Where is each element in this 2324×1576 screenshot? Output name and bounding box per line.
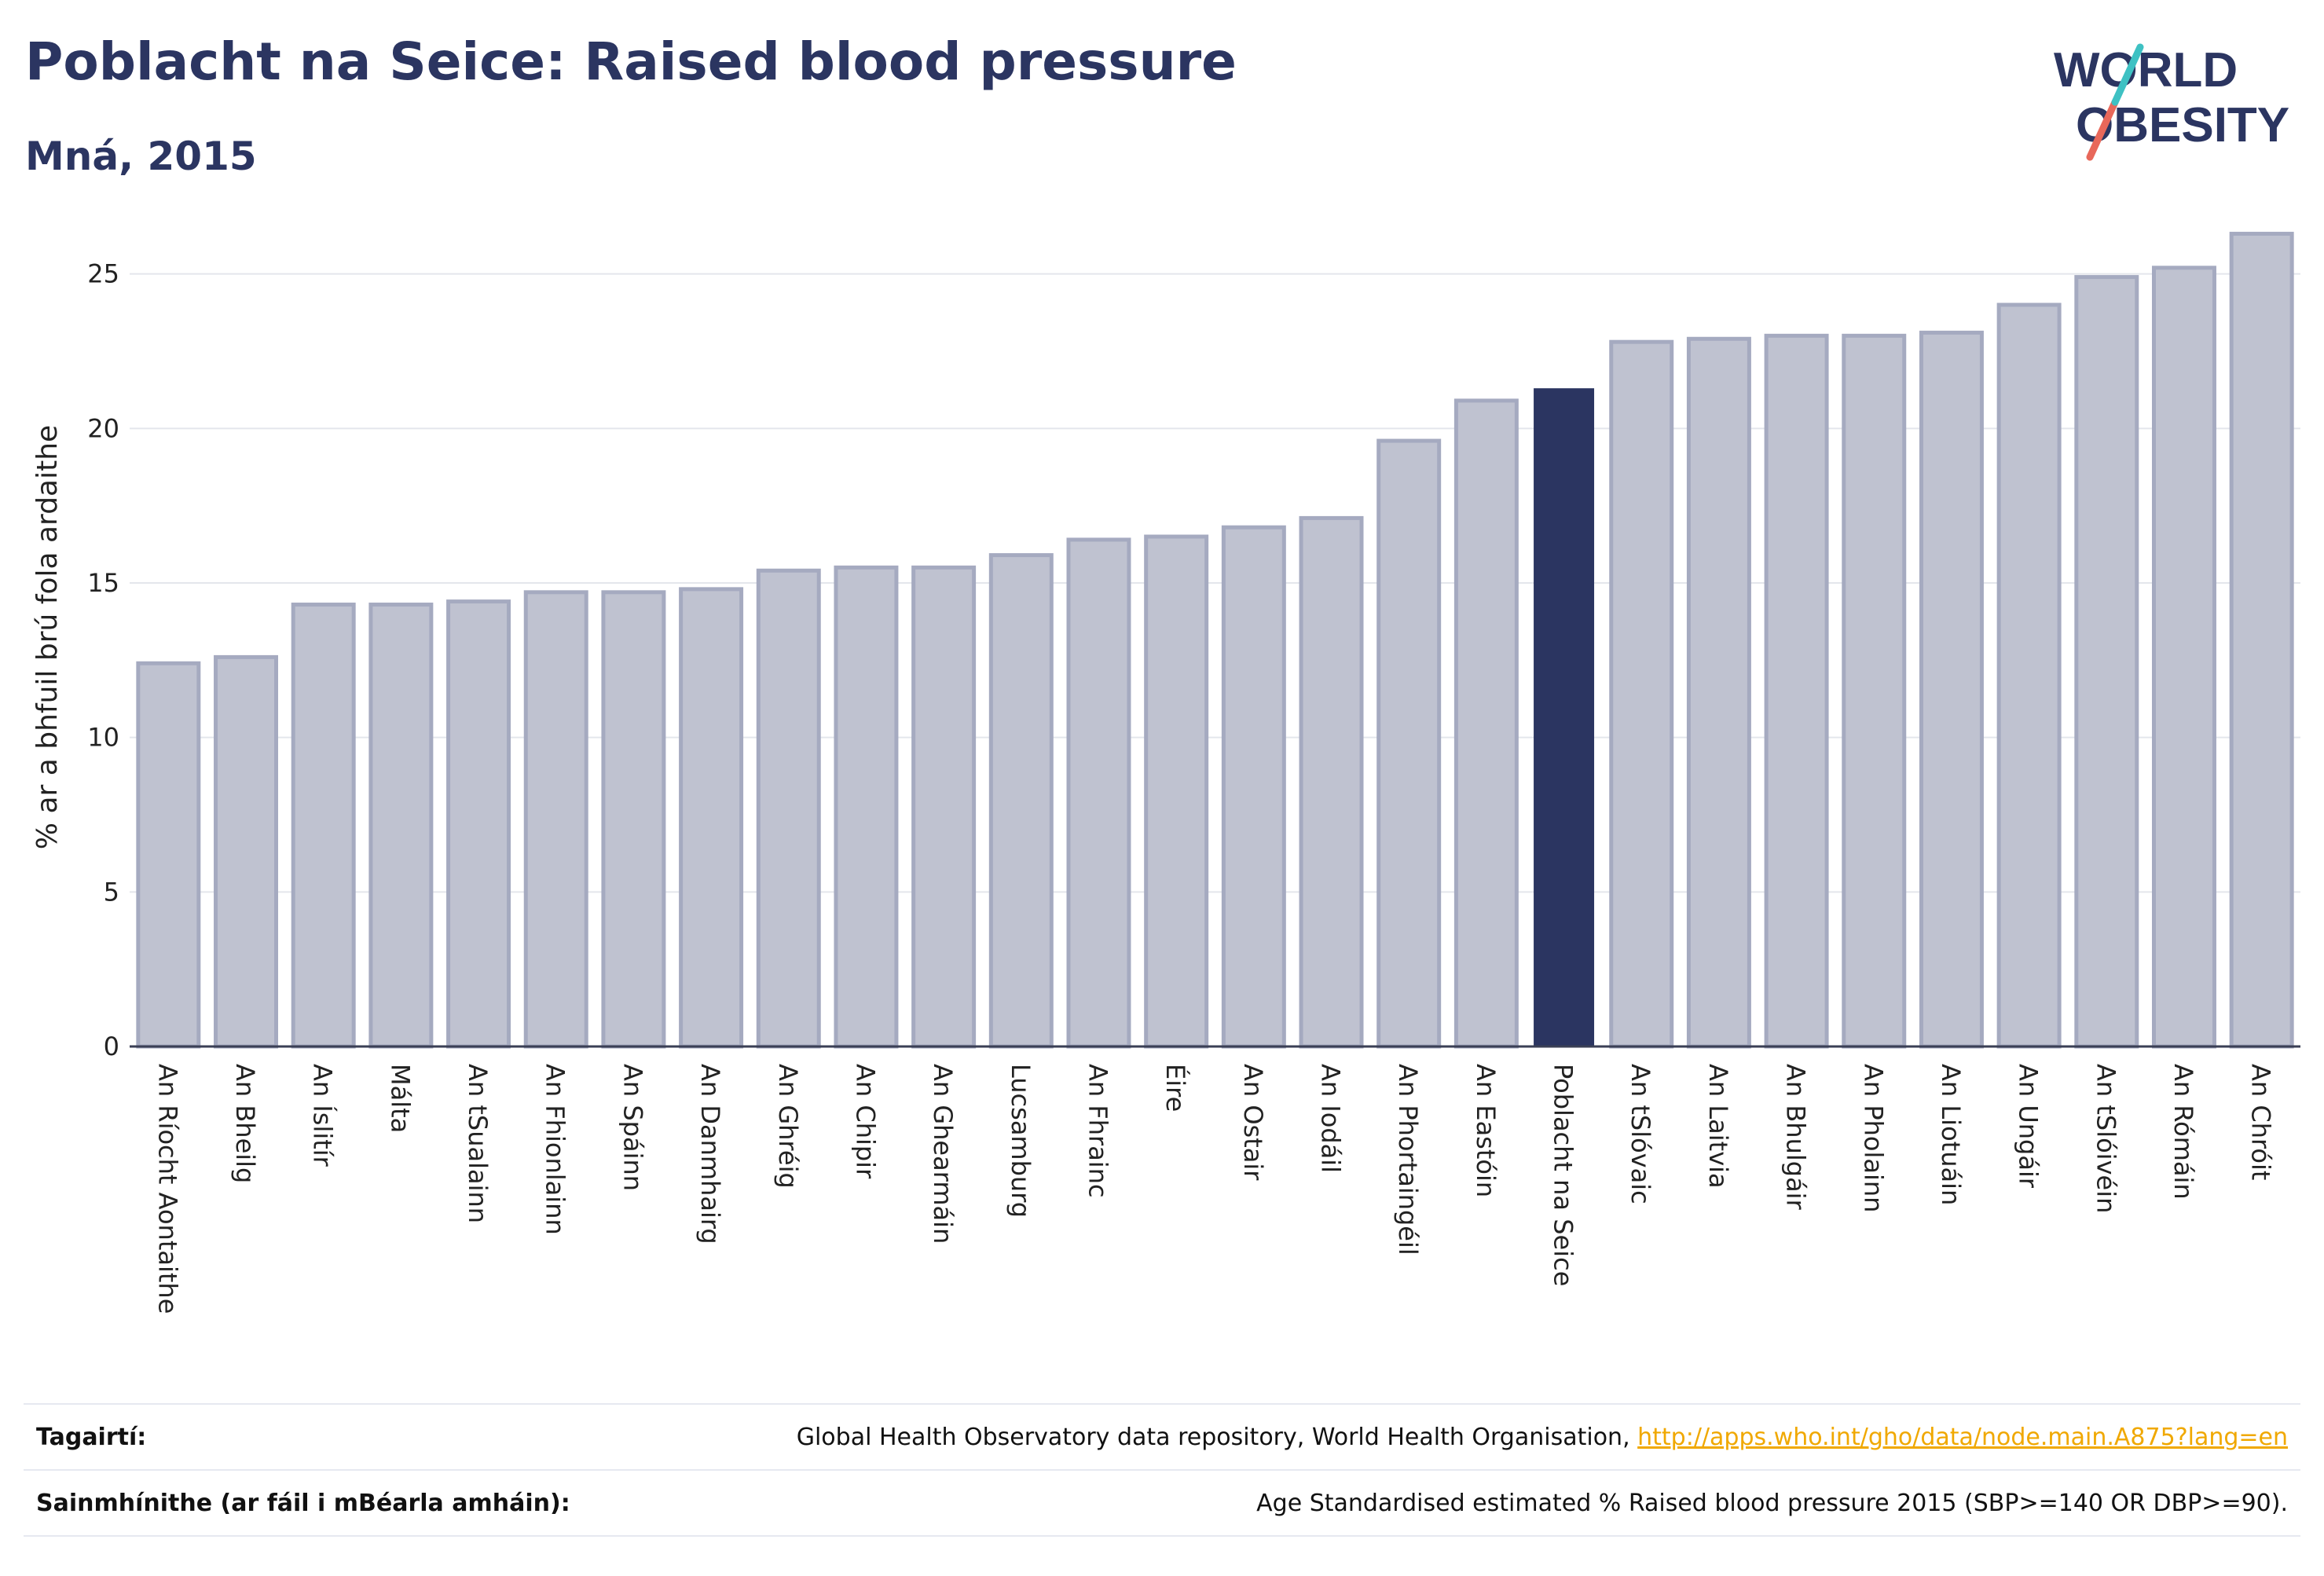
bar (1609, 339, 1674, 1049)
y-tick-label: 5 (104, 877, 119, 907)
x-tick-label: An Spáinn (618, 1064, 647, 1191)
x-tick-label: An Eastóin (1471, 1064, 1501, 1197)
bar (1453, 398, 1519, 1049)
bar (136, 661, 201, 1049)
x-tick-label: An Pholainn (1858, 1064, 1888, 1212)
bar (446, 599, 511, 1049)
bar (679, 587, 744, 1049)
y-tick-label: 15 (87, 568, 119, 598)
bar (988, 553, 1054, 1049)
bar (368, 603, 434, 1049)
x-tick-label: An Chróit (2246, 1064, 2276, 1180)
bar (2151, 266, 2216, 1049)
x-tick-label: An Danmhairg (695, 1064, 725, 1244)
bar (911, 565, 977, 1049)
x-tick-label: An tSlóvaic (1626, 1064, 1655, 1204)
logo-text-world: WORLD (2054, 43, 2238, 97)
x-tick-label: An tSlóivéin (2091, 1064, 2121, 1213)
x-tick-label: An Chipir (850, 1064, 880, 1179)
bar (1764, 333, 1829, 1049)
y-tick-label: 25 (87, 259, 119, 289)
bar (523, 590, 588, 1049)
x-tick-label: An Rómáin (2168, 1064, 2198, 1200)
references-link[interactable]: http://apps.who.int/gho/data/node.main.A… (1637, 1424, 2288, 1451)
bar (1919, 330, 1984, 1049)
bar-chart: 0 5 10 15 20 25 % ar a bhfuil brú fola ardaith… (31, 232, 2300, 1314)
bar (291, 603, 356, 1049)
x-tick-label: An Fhrainc (1083, 1064, 1113, 1198)
x-tick-label: An Iodáil (1316, 1064, 1346, 1173)
x-tick-label: An Bhulgáir (1781, 1064, 1811, 1211)
bar (1221, 525, 1286, 1049)
x-tick-label: An tSualainn (463, 1064, 493, 1223)
bar (1996, 302, 2062, 1049)
references-value: Global Health Observatory data repositor… (797, 1424, 2288, 1451)
bar-highlighted (1534, 388, 1595, 1046)
bar (2229, 232, 2294, 1049)
y-tick-label: 0 (104, 1032, 119, 1061)
logo-slash-teal (2111, 43, 2144, 106)
x-tick-label: An Laitvia (1703, 1064, 1733, 1189)
definitions-text: Age Standardised estimated % Raised bloo… (1256, 1490, 2288, 1517)
x-tick-label: An Ghréig (773, 1064, 803, 1189)
footer-bottom-rule (24, 1535, 2300, 1537)
x-tick-label: An Ríocht Aontaithe (152, 1064, 182, 1314)
x-tick-label: An Fhionlainn (541, 1064, 570, 1235)
x-tick-label: Málta (385, 1064, 415, 1133)
footer: Tagairtí: Global Health Observatory data… (24, 1403, 2300, 1557)
references-row: Tagairtí: Global Health Observatory data… (24, 1403, 2300, 1471)
bar (1144, 534, 1209, 1049)
x-tick-label: An Ghearmáin (928, 1064, 958, 1244)
y-tick-label: 10 (87, 723, 119, 753)
bar (756, 568, 821, 1049)
bar (834, 565, 899, 1049)
bar (214, 654, 279, 1049)
references-label: Tagairtí: (36, 1424, 147, 1451)
x-tick-label: An Ostair (1238, 1064, 1268, 1181)
chart-title: Poblacht na Seice: Raised blood pressure (25, 31, 1237, 92)
definitions-label: Sainmhínithe (ar fáil i mBéarla amháin): (36, 1490, 570, 1517)
definitions-row: Sainmhínithe (ar fáil i mBéarla amháin):… (24, 1469, 2300, 1537)
x-tick-label: An Íslitír (308, 1064, 338, 1167)
x-tick-label: Lucsamburg (1006, 1064, 1036, 1218)
x-tick-label: Éire (1160, 1064, 1190, 1112)
bar (1686, 336, 1751, 1049)
bar (601, 590, 666, 1049)
x-tick-label: An Ungáir (2014, 1064, 2044, 1189)
bar (1066, 537, 1131, 1049)
world-obesity-logo: WORLD OBESITY (2054, 43, 2289, 161)
x-tick-label: An Bheilg (230, 1064, 260, 1183)
bar (2074, 275, 2139, 1049)
x-tick-label: An Liotuáin (1936, 1064, 1966, 1205)
bar (1376, 438, 1442, 1049)
chart-subtitle: Mná, 2015 (25, 134, 257, 179)
x-tick-label: An Phortaingéil (1393, 1064, 1423, 1255)
y-tick-label: 20 (87, 413, 119, 443)
bar (1299, 515, 1364, 1049)
logo-slash-red (2086, 98, 2119, 161)
y-axis-label: % ar a bhfuil brú fola ardaithe (31, 425, 64, 849)
references-text: Global Health Observatory data repositor… (796, 1424, 1638, 1451)
bar (1842, 333, 1907, 1049)
x-tick-label: Poblacht na Seice (1549, 1064, 1578, 1286)
